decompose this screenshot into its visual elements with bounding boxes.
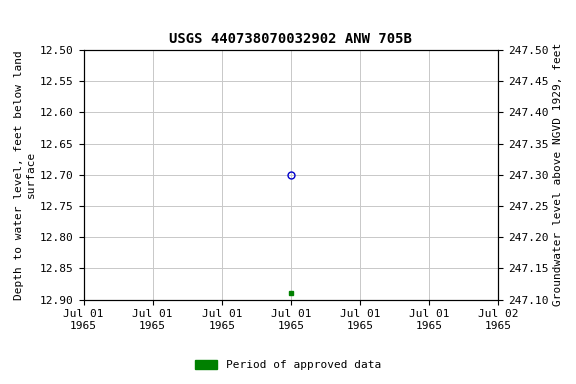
Y-axis label: Groundwater level above NGVD 1929, feet: Groundwater level above NGVD 1929, feet (552, 43, 563, 306)
Y-axis label: Depth to water level, feet below land
surface: Depth to water level, feet below land su… (14, 50, 36, 300)
Legend: Period of approved data: Period of approved data (191, 356, 385, 375)
Title: USGS 440738070032902 ANW 705B: USGS 440738070032902 ANW 705B (169, 32, 412, 46)
